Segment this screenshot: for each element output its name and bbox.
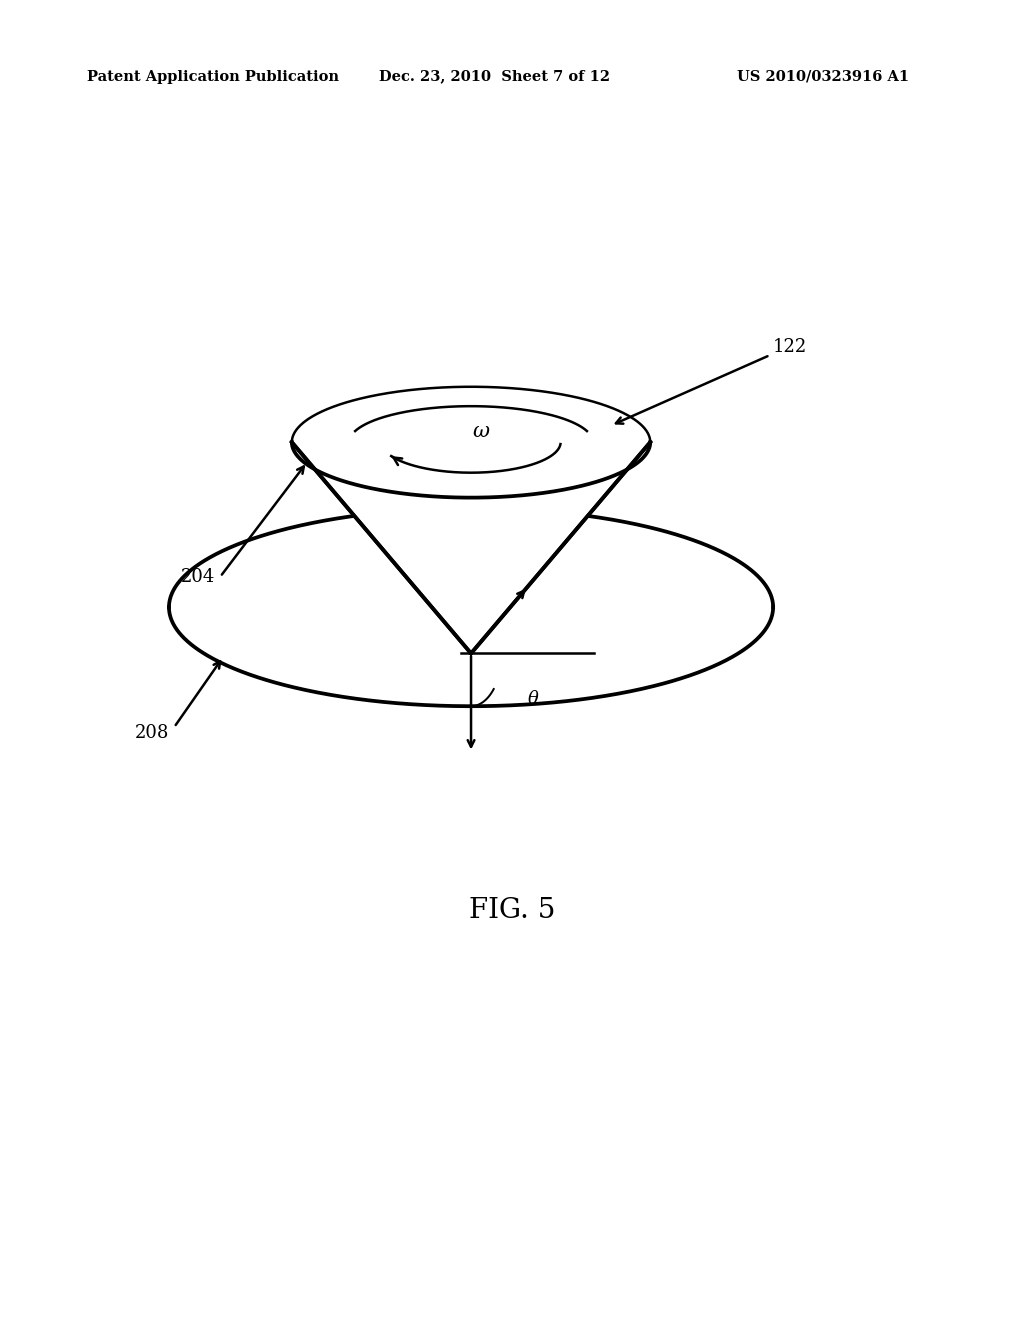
Text: Dec. 23, 2010  Sheet 7 of 12: Dec. 23, 2010 Sheet 7 of 12 xyxy=(379,70,610,83)
Text: ω: ω xyxy=(473,422,489,441)
Text: 208: 208 xyxy=(134,723,169,742)
Text: US 2010/0323916 A1: US 2010/0323916 A1 xyxy=(737,70,909,83)
Text: Patent Application Publication: Patent Application Publication xyxy=(87,70,339,83)
Text: 204: 204 xyxy=(181,568,215,586)
Text: θ: θ xyxy=(527,690,539,709)
Polygon shape xyxy=(292,442,650,653)
Text: 122: 122 xyxy=(773,338,807,356)
Text: FIG. 5: FIG. 5 xyxy=(469,898,555,924)
